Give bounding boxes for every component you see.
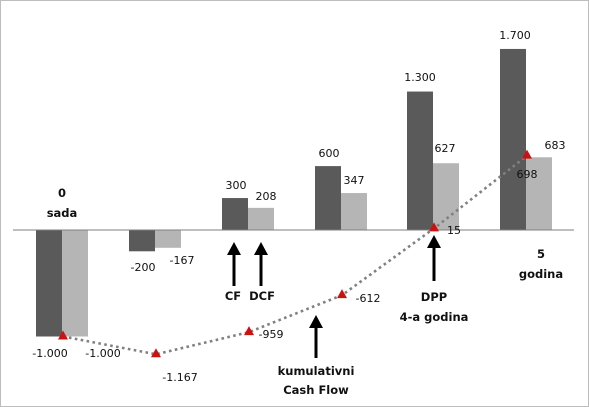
dcf-value-label-3: 347 bbox=[344, 174, 365, 187]
dcf-arrow-icon bbox=[254, 242, 268, 286]
cumulative-point-marker bbox=[58, 330, 68, 340]
cash-flow-label: Cash Flow bbox=[283, 383, 349, 397]
start-now-label: sada bbox=[47, 206, 78, 220]
cumulative-point-marker bbox=[337, 289, 347, 299]
end-years-label: godina bbox=[519, 267, 563, 281]
dcf-bar-1 bbox=[155, 230, 181, 248]
cf-label: CF bbox=[225, 289, 241, 303]
dcf-value-label-4: 627 bbox=[435, 142, 456, 155]
cf-value-label-3: 600 bbox=[319, 147, 340, 160]
cumulative-point-marker bbox=[244, 326, 254, 336]
cf-bar-3 bbox=[315, 166, 341, 230]
cf-value-label-1: -200 bbox=[131, 261, 156, 274]
end-year-label: 5 bbox=[537, 247, 545, 261]
dcf-bar-5 bbox=[526, 157, 552, 230]
cf-value-label-2: 300 bbox=[226, 179, 247, 192]
dpp-years-label: 4-a godina bbox=[400, 310, 469, 324]
dcf-value-label-5: 683 bbox=[545, 139, 566, 152]
dcf-bar-4 bbox=[433, 163, 459, 230]
cumulative-point-marker bbox=[151, 348, 161, 358]
dcf-value-label-1: -167 bbox=[170, 254, 195, 267]
cumulative-point-marker bbox=[522, 149, 532, 159]
cf-arrow-icon bbox=[227, 242, 241, 286]
cf-bar-4 bbox=[407, 91, 433, 230]
cf-value-label-0: -1.000 bbox=[32, 347, 67, 360]
dpp-label: DPP bbox=[421, 290, 447, 304]
cumulative-value-label-3: -612 bbox=[356, 292, 381, 305]
cumulative-line-layer bbox=[58, 149, 532, 358]
dcf-bar-0 bbox=[62, 230, 88, 337]
cf-bar-5 bbox=[500, 48, 526, 231]
cumulative-arrow-icon bbox=[309, 315, 323, 358]
annotations-layer: 0 sada 5 godina CF DCF kumulativni Cash Flow DPP… bbox=[47, 186, 563, 397]
cumulative-value-label-5: 698 bbox=[517, 168, 538, 181]
cf-value-label-5: 1.700 bbox=[499, 29, 531, 42]
cumulative-value-label-2: -959 bbox=[259, 328, 284, 341]
cumulative-value-label-4: 15 bbox=[447, 224, 461, 237]
dcf-bar-2 bbox=[248, 207, 274, 230]
start-year-label: 0 bbox=[58, 186, 66, 200]
data-labels-layer: -1.000 -200 300 600 1.300 1.700 -1.000 -167 208 3… bbox=[32, 29, 565, 384]
cf-bar-2 bbox=[222, 198, 248, 230]
dcf-bar-3 bbox=[341, 193, 367, 230]
bars-layer bbox=[36, 48, 552, 337]
cf-bar-1 bbox=[129, 230, 155, 252]
dcf-value-label-2: 208 bbox=[256, 190, 277, 203]
cumulative-point-marker bbox=[429, 222, 439, 232]
arrows-layer bbox=[227, 235, 441, 358]
cf-value-label-4: 1.300 bbox=[404, 71, 436, 84]
cumulative-value-label-1: -1.167 bbox=[162, 371, 197, 384]
cf-bar-0 bbox=[36, 230, 62, 337]
cumulative-cash-flow-line bbox=[62, 154, 528, 356]
dpp-arrow-icon bbox=[427, 235, 441, 281]
kumulativni-label: kumulativni bbox=[278, 364, 355, 378]
dcf-label: DCF bbox=[249, 289, 275, 303]
dcf-value-label-0: -1.000 bbox=[85, 347, 120, 360]
